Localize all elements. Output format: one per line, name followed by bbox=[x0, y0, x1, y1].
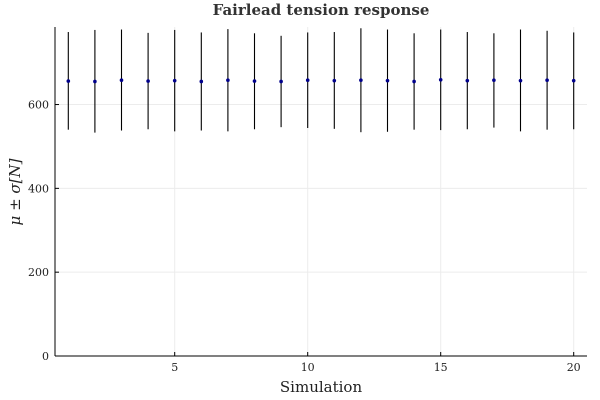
mean-point bbox=[93, 79, 97, 84]
mean-point bbox=[305, 78, 310, 83]
mean-point bbox=[226, 78, 230, 83]
y-tick-label: 400 bbox=[28, 182, 49, 195]
axes bbox=[54, 27, 587, 357]
x-tick-label: 10 bbox=[301, 361, 315, 374]
x-tick-label: 15 bbox=[434, 361, 448, 374]
x-tick-label: 20 bbox=[567, 361, 581, 374]
y-tick-labels: 0 200 400 600 bbox=[28, 99, 59, 363]
mean-point bbox=[385, 78, 390, 83]
x-tick-labels: 5 10 15 20 bbox=[171, 352, 581, 374]
mean-point bbox=[199, 79, 204, 84]
grid-lines bbox=[55, 27, 587, 357]
mean-point bbox=[492, 78, 496, 83]
x-tick-label: 5 bbox=[171, 361, 178, 374]
mean-point bbox=[545, 78, 549, 83]
chart-title: Fairlead tension response bbox=[213, 1, 430, 19]
error-bars bbox=[67, 28, 575, 133]
mean-point bbox=[412, 79, 416, 84]
mean-point bbox=[332, 78, 337, 83]
y-tick-label: 600 bbox=[28, 99, 49, 112]
mean-point bbox=[571, 78, 576, 83]
mean-point bbox=[172, 78, 177, 83]
mean-point bbox=[359, 78, 363, 83]
mean-point bbox=[518, 78, 523, 83]
mean-point bbox=[119, 78, 124, 83]
y-tick-label: 0 bbox=[42, 350, 49, 363]
x-axis-label: Simulation bbox=[280, 378, 363, 396]
mean-points bbox=[66, 78, 576, 84]
y-tick-label: 200 bbox=[28, 266, 49, 279]
mean-point bbox=[465, 78, 470, 83]
mean-point bbox=[438, 78, 443, 82]
mean-point bbox=[66, 79, 71, 83]
y-axis-label: μ ± σ[N] bbox=[6, 158, 24, 225]
mean-point bbox=[252, 79, 257, 83]
mean-point bbox=[279, 79, 283, 84]
mean-point bbox=[146, 79, 150, 83]
